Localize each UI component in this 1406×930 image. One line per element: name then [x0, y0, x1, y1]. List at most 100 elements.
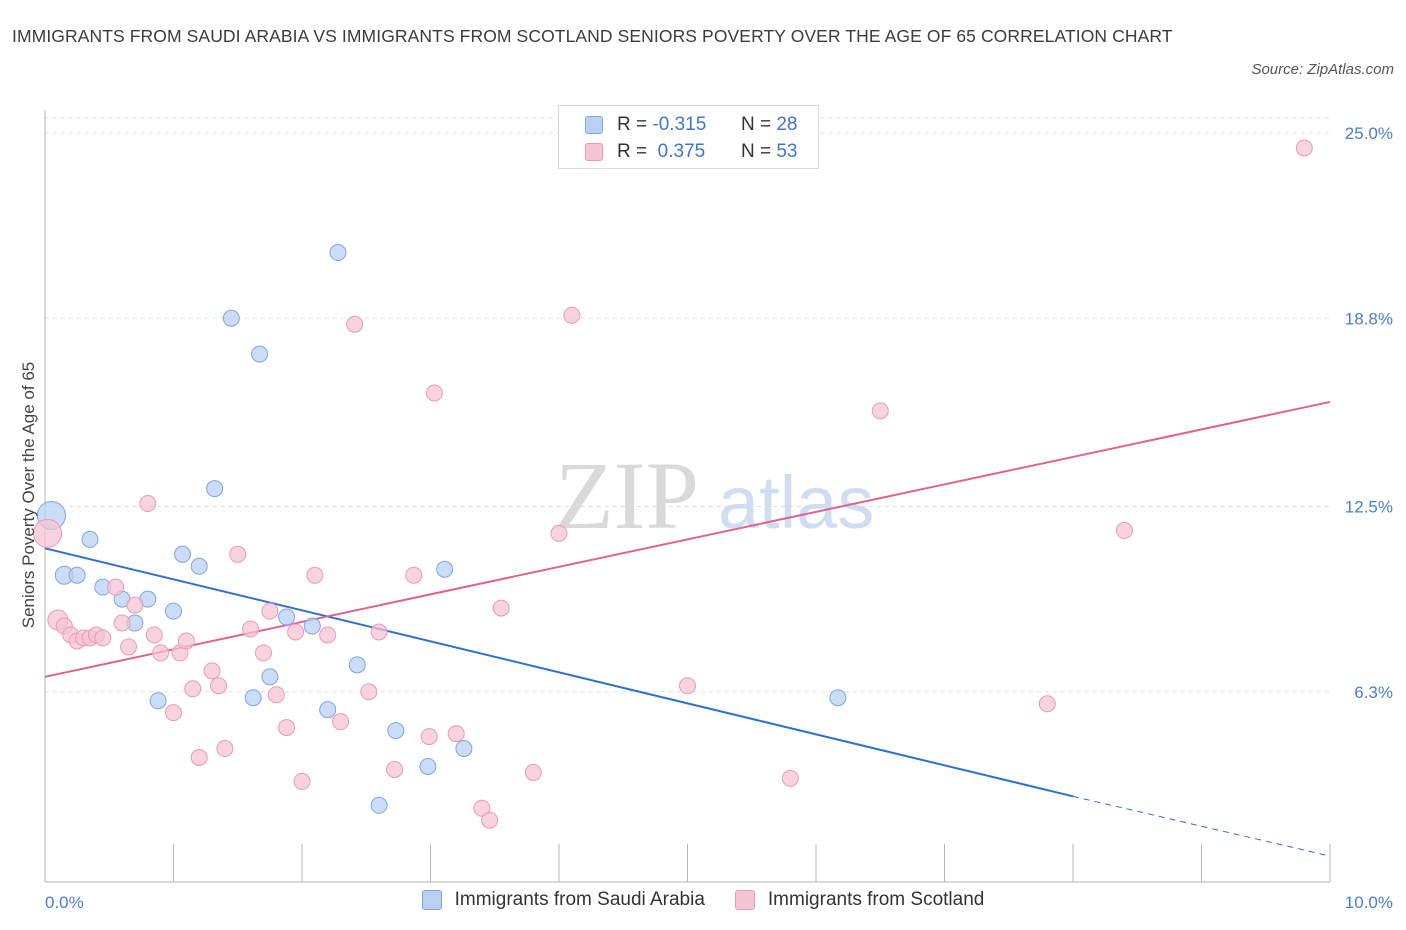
point-scotland — [370, 623, 388, 641]
point-saudi — [278, 608, 296, 626]
point-scotland — [1295, 139, 1313, 157]
point-scotland — [1115, 521, 1133, 539]
legend-swatch-scotland — [585, 143, 603, 161]
point-saudi — [319, 701, 337, 719]
point-scotland — [306, 566, 324, 584]
trendline-scotland — [44, 400, 1331, 678]
legend-row-scotland: R = 0.375 N = 53 — [585, 138, 797, 166]
point-saudi — [81, 530, 99, 548]
point-saudi — [173, 545, 191, 563]
point-scotland — [481, 811, 499, 829]
legend-n-label: N = — [740, 141, 772, 162]
legend-n-value: 53 — [776, 141, 798, 162]
point-scotland — [679, 677, 696, 695]
point-saudi — [370, 796, 388, 814]
legend-r-label: R = — [617, 114, 648, 135]
point-scotland — [278, 719, 296, 737]
legend-swatch-saudi — [421, 890, 442, 910]
point-scotland — [107, 578, 125, 596]
x-tick-label: 0.0% — [45, 893, 84, 912]
watermark-zip: ZIP — [555, 442, 699, 549]
watermark-atlas: atlas — [718, 461, 874, 544]
legend-item-saudi: Immigrants from Saudi Arabia — [421, 889, 705, 911]
trendline-saudi — [44, 547, 1074, 798]
point-scotland — [113, 614, 131, 632]
point-saudi — [387, 722, 405, 740]
y-tick-label: 6.3% — [1354, 683, 1393, 702]
point-scotland — [33, 518, 63, 548]
grid-lines — [45, 117, 1330, 693]
legend-row-saudi: R = -0.315 N = 28 — [585, 111, 797, 139]
point-scotland — [293, 772, 311, 790]
point-saudi — [149, 692, 167, 710]
point-scotland — [319, 626, 337, 644]
point-scotland — [346, 315, 364, 333]
point-saudi — [436, 560, 454, 578]
point-scotland — [254, 644, 272, 662]
point-saudi — [68, 566, 86, 584]
source-label: Source: ZipAtlas.com — [1251, 61, 1394, 78]
point-scotland — [871, 402, 889, 420]
point-saudi — [261, 668, 279, 686]
point-scotland — [139, 495, 157, 513]
point-scotland — [781, 769, 799, 787]
legend-item-scotland: Immigrants from Scotland — [734, 889, 985, 911]
point-scotland — [405, 566, 423, 584]
point-scotland — [267, 686, 285, 704]
point-saudi — [222, 309, 240, 327]
point-scotland — [360, 683, 378, 701]
point-scotland — [242, 620, 260, 638]
point-saudi — [206, 480, 224, 498]
point-scotland — [425, 384, 443, 402]
point-scotland — [126, 596, 144, 614]
data-points — [33, 139, 1313, 829]
point-scotland — [216, 740, 234, 758]
point-scotland — [177, 632, 195, 650]
x-tick-label: 10.0% — [1345, 893, 1393, 912]
series-legend: Immigrants from Saudi Arabia Immigrants … — [0, 889, 1406, 911]
legend-label-saudi: Immigrants from Saudi Arabia — [454, 889, 705, 910]
point-scotland — [447, 725, 465, 743]
legend-swatch-saudi — [585, 116, 603, 134]
point-scotland — [203, 662, 221, 680]
y-tick-label: 25.0% — [1345, 124, 1393, 143]
legend-r-value: 0.375 — [652, 141, 706, 162]
point-scotland — [386, 760, 404, 778]
point-scotland — [190, 748, 208, 766]
point-saudi — [455, 740, 473, 758]
legend-n-label: N = — [740, 114, 772, 135]
point-saudi — [348, 656, 366, 674]
point-saudi — [190, 557, 208, 575]
point-scotland — [332, 713, 350, 731]
trend-lines — [44, 400, 1331, 857]
point-scotland — [165, 704, 182, 722]
point-saudi — [829, 689, 847, 707]
point-scotland — [524, 763, 542, 781]
point-scotland — [184, 680, 202, 698]
y-tick-label: 18.8% — [1345, 309, 1393, 328]
point-scotland — [492, 599, 510, 617]
point-saudi — [244, 689, 262, 707]
point-saudi — [251, 345, 269, 363]
point-saudi — [303, 617, 321, 635]
point-scotland — [1038, 695, 1056, 713]
point-saudi — [419, 757, 437, 775]
point-scotland — [152, 644, 170, 662]
point-scotland — [261, 602, 279, 620]
point-saudi — [165, 602, 182, 620]
legend-n-value: 28 — [776, 114, 798, 135]
point-scotland — [209, 677, 227, 695]
point-scotland — [563, 306, 581, 324]
point-scotland — [420, 728, 438, 746]
legend-label-scotland: Immigrants from Scotland — [767, 889, 985, 910]
legend-r-label: R = — [617, 141, 648, 162]
axes — [44, 110, 1331, 883]
tick-labels: 6.3% 12.5% 18.8% 25.0% 0.0% 10.0% — [45, 124, 1393, 912]
point-scotland — [550, 524, 568, 542]
point-saudi — [329, 244, 347, 262]
point-scotland — [120, 638, 138, 656]
point-scotland — [145, 626, 163, 644]
legend-swatch-scotland — [734, 890, 755, 910]
point-scotland — [473, 799, 491, 817]
